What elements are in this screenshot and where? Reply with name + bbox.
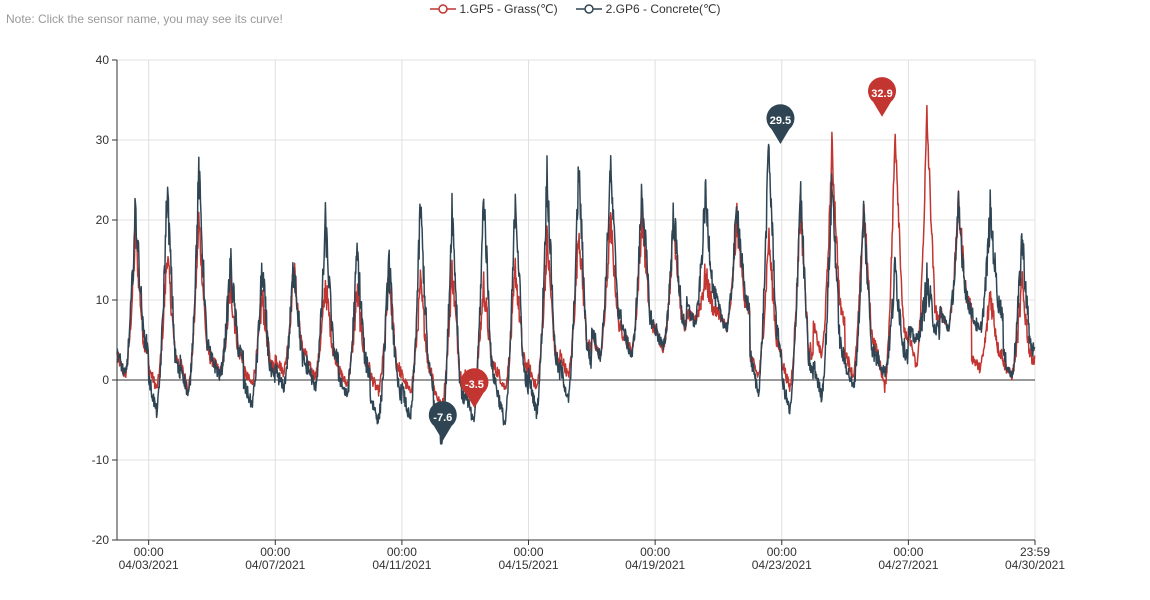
y-tick-label: 30 [96, 133, 110, 147]
legend-line-circle-icon [429, 4, 456, 14]
x-tick-date-label: 04/23/2021 [752, 558, 812, 572]
x-tick-date-label: 04/19/2021 [625, 558, 685, 572]
x-tick-date-label: 04/07/2021 [245, 558, 305, 572]
x-tick-time-label: 00:00 [514, 545, 544, 559]
x-tick-time-label: 00:00 [893, 545, 923, 559]
y-tick-label: 40 [96, 53, 110, 67]
legend-item-concrete[interactable]: 2.GP6 - Concrete(℃) [575, 2, 721, 16]
series-line-1 [116, 143, 1036, 445]
min-marker-label: -3.5 [465, 379, 484, 391]
x-tick-date-label: 04/03/2021 [119, 558, 179, 572]
legend-label-concrete: 2.GP6 - Concrete(℃) [605, 2, 721, 16]
y-tick-label: -20 [92, 533, 110, 547]
x-tick-time-label: 00:00 [260, 545, 290, 559]
x-tick-date-label: 04/11/2021 [372, 558, 431, 572]
legend-label-grass: 1.GP5 - Grass(℃) [459, 2, 558, 16]
max-marker-pin [766, 104, 795, 144]
min-marker-pin [460, 368, 489, 408]
max-marker-label: 29.5 [770, 115, 791, 127]
legend-item-grass[interactable]: 1.GP5 - Grass(℃) [429, 2, 558, 16]
x-tick-time-label: 00:00 [640, 545, 670, 559]
legend-line-circle-icon [575, 4, 602, 14]
min-marker-pin [428, 401, 457, 441]
x-tick-time-label: 00:00 [767, 545, 797, 559]
y-tick-label: -10 [92, 453, 110, 467]
min-marker-label: -7.6 [433, 412, 452, 424]
x-tick-date-label: 04/27/2021 [878, 558, 938, 572]
chart-note: Note: Click the sensor name, you may see… [6, 12, 283, 26]
x-tick-time-label: 00:00 [387, 545, 417, 559]
x-tick-date-label: 04/15/2021 [498, 558, 558, 572]
max-marker-pin [868, 77, 897, 117]
x-tick-time-label: 00:00 [134, 545, 164, 559]
x-tick-time-label: 23:59 [1020, 545, 1050, 559]
y-tick-label: 20 [96, 213, 110, 227]
y-tick-label: 10 [96, 293, 110, 307]
legend: 1.GP5 - Grass(℃) 2.GP6 - Concrete(℃) [0, 2, 1150, 16]
y-tick-label: 0 [102, 373, 109, 387]
max-marker-label: 32.9 [871, 88, 892, 100]
x-tick-date-label: 04/30/2021 [1005, 558, 1065, 572]
